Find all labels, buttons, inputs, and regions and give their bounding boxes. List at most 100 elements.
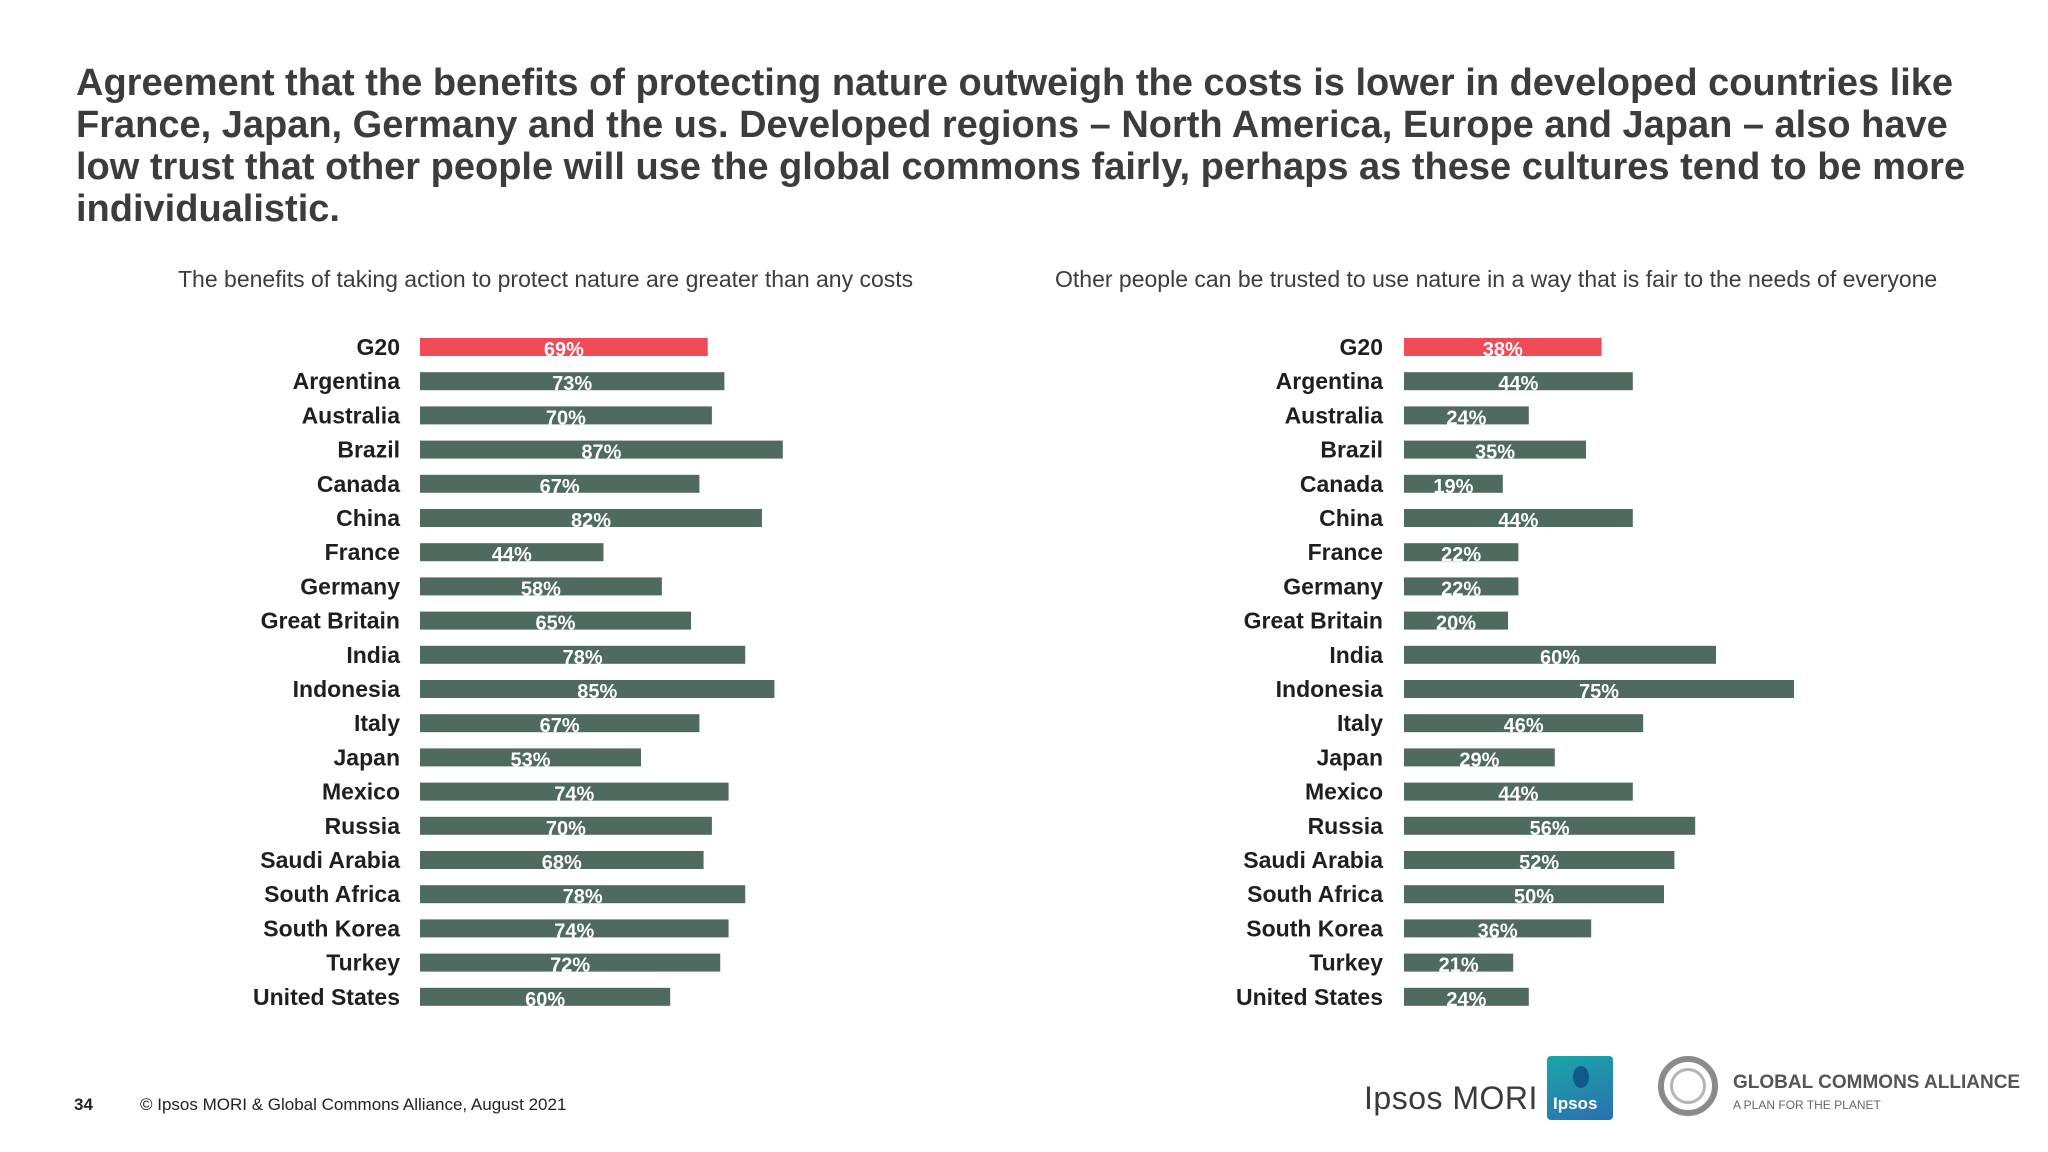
category-label: G20 xyxy=(1340,334,1383,360)
ipsos-head-icon xyxy=(1573,1066,1589,1088)
bar xyxy=(420,440,783,459)
category-label: China xyxy=(1319,505,1383,531)
category-label: G20 xyxy=(357,334,400,360)
bar xyxy=(420,816,712,835)
ipsos-badge-logo: Ipsos xyxy=(1547,1056,1613,1120)
bar xyxy=(1404,782,1633,801)
bar-value-label: 24% xyxy=(1446,407,1486,429)
category-label: Indonesia xyxy=(1276,676,1384,702)
bar xyxy=(1404,748,1555,767)
bar xyxy=(1404,611,1508,630)
category-label: Turkey xyxy=(1309,950,1383,976)
bar xyxy=(420,577,662,596)
bar xyxy=(420,338,708,356)
bar xyxy=(1404,406,1529,425)
category-label: Saudi Arabia xyxy=(1243,847,1383,873)
bar xyxy=(1404,543,1519,562)
category-label: Mexico xyxy=(1305,779,1383,805)
slide-headline: Agreement that the benefits of protectin… xyxy=(76,62,1966,230)
bar xyxy=(420,680,775,698)
bar-value-label: 68% xyxy=(542,852,582,874)
bar-value-label: 46% xyxy=(1504,715,1544,737)
page-number: 34 xyxy=(74,1095,93,1114)
bar-value-label: 73% xyxy=(552,373,592,395)
category-label: Japan xyxy=(1317,744,1383,770)
bar-value-label: 38% xyxy=(1483,339,1523,361)
category-label: China xyxy=(336,505,400,531)
category-label: Argentina xyxy=(1276,368,1384,394)
category-label: Canada xyxy=(1300,471,1383,497)
right-chart-title: Other people can be trusted to use natur… xyxy=(1055,266,1938,292)
category-label: Italy xyxy=(354,710,400,736)
bar xyxy=(1404,577,1519,596)
category-label: Canada xyxy=(317,471,400,497)
bar-value-label: 22% xyxy=(1441,578,1481,600)
bar xyxy=(1404,919,1592,938)
category-label: Argentina xyxy=(293,368,401,394)
bar-value-label: 60% xyxy=(1540,647,1580,669)
bar xyxy=(420,851,704,869)
category-label: Russia xyxy=(325,813,401,839)
bar-value-label: 70% xyxy=(546,818,586,840)
bar xyxy=(420,987,671,1006)
bar xyxy=(1404,440,1586,459)
bar-value-label: 82% xyxy=(571,510,611,532)
bar-value-label: 67% xyxy=(540,476,580,498)
category-label: South Africa xyxy=(1247,881,1383,907)
left-chart-title: The benefits of taking action to protect… xyxy=(178,266,914,292)
category-label: Italy xyxy=(1337,710,1383,736)
bar-value-label: 22% xyxy=(1441,544,1481,566)
category-label: Indonesia xyxy=(293,676,401,702)
bar-value-label: 24% xyxy=(1446,989,1486,1011)
bar-value-label: 44% xyxy=(1498,510,1538,532)
category-label: Japan xyxy=(334,744,400,770)
bar-value-label: 19% xyxy=(1433,476,1473,498)
ipsos-badge-text: Ipsos xyxy=(1553,1094,1598,1113)
bar-value-label: 36% xyxy=(1478,920,1518,942)
bar-value-label: 44% xyxy=(492,544,532,566)
bar-value-label: 53% xyxy=(510,749,550,771)
bar-value-label: 21% xyxy=(1439,955,1479,977)
gca-logo-tagline: A PLAN FOR THE PLANET xyxy=(1733,1098,1881,1112)
bar-value-label: 74% xyxy=(554,784,594,806)
bar xyxy=(420,953,721,972)
bar-value-label: 85% xyxy=(577,681,617,703)
benefits-bar-chart: G20 69% Argentina 73% Australia 70% Brazil 87% C… xyxy=(253,334,783,1011)
gca-ring-icon xyxy=(1658,1056,1718,1116)
ipsos-mori-logo: Ipsos MORI xyxy=(1364,1080,1538,1116)
bar xyxy=(420,474,700,493)
bar-value-label: 87% xyxy=(581,442,621,464)
bar-value-label: 52% xyxy=(1519,852,1559,874)
bar xyxy=(1404,474,1503,493)
bar xyxy=(420,543,604,562)
bar xyxy=(420,919,729,938)
category-label: Australia xyxy=(1285,402,1384,428)
bar xyxy=(1404,714,1644,733)
category-label: France xyxy=(1308,539,1383,565)
bar-value-label: 44% xyxy=(1498,373,1538,395)
gca-logo-name: GLOBAL COMMONS ALLIANCE xyxy=(1733,1072,2021,1093)
bar xyxy=(420,748,642,767)
copyright-notice: © Ipsos MORI & Global Commons Alliance, … xyxy=(140,1095,567,1114)
bar xyxy=(420,372,725,391)
category-label: Mexico xyxy=(322,779,400,805)
bar-value-label: 20% xyxy=(1436,613,1476,635)
category-label: South Korea xyxy=(1246,915,1383,941)
category-label: South Korea xyxy=(263,915,400,941)
bar-value-label: 60% xyxy=(525,989,565,1011)
bar xyxy=(1404,645,1716,664)
bar xyxy=(420,509,762,527)
category-label: Saudi Arabia xyxy=(260,847,400,873)
trust-bar-chart: G20 38% Argentina 44% Australia 24% Brazil 35% C… xyxy=(1236,334,1794,1011)
category-label: France xyxy=(325,539,400,565)
category-label: Turkey xyxy=(326,950,400,976)
category-label: India xyxy=(346,642,400,668)
category-label: Brazil xyxy=(1320,437,1383,463)
bar-value-label: 35% xyxy=(1475,442,1515,464)
bar xyxy=(1404,987,1529,1006)
bar-value-label: 74% xyxy=(554,920,594,942)
category-label: United States xyxy=(1236,984,1383,1010)
bar xyxy=(1404,509,1633,527)
bar-value-label: 58% xyxy=(521,578,561,600)
bar-value-label: 69% xyxy=(544,339,584,361)
